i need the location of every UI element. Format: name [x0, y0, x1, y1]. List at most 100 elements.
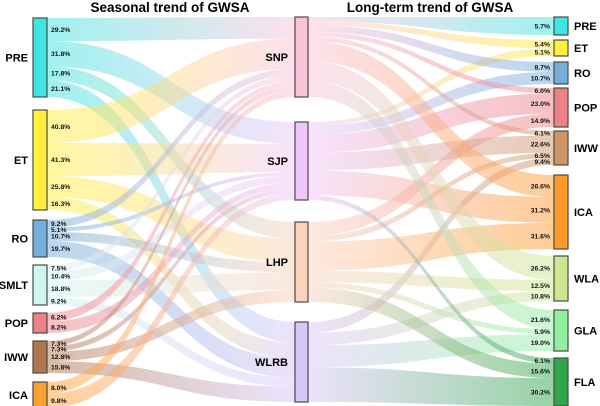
flow-percent-label: 9.2%	[51, 221, 67, 228]
flow-percent-label: 21.6%	[531, 317, 550, 324]
node-label-left-pop: POP	[5, 318, 28, 330]
flow-ribbon	[47, 176, 295, 263]
flow-percent-label: 5.4%	[535, 42, 551, 49]
flow-percent-label: 8.2%	[51, 325, 67, 332]
node-label-middle-sjp: SJP	[267, 156, 288, 168]
flow-percent-label: 15.8%	[51, 365, 70, 372]
node-label-middle-wlrb: WLRB	[255, 357, 288, 369]
flow-percent-label: 8.0%	[51, 385, 67, 392]
flow-ribbons	[47, 17, 554, 406]
node-left-ro	[32, 219, 48, 258]
flow-percent-label: 6.2%	[51, 315, 67, 322]
flow-ribbon	[308, 61, 554, 280]
flow-ribbon	[308, 36, 554, 136]
flow-ribbon	[308, 135, 554, 171]
node-right-iww	[553, 130, 569, 166]
sankey-labels: 29.2% 31.8% 17.8% 21.1% 40.8% 41.3% 25.8% 16.3%…	[0, 21, 599, 405]
node-right-ro	[553, 61, 569, 85]
flow-ribbon	[47, 188, 295, 352]
node-middle-wlrb	[294, 321, 309, 403]
node-label-middle-lhp: LHP	[266, 257, 288, 269]
node-right-wla	[553, 255, 569, 302]
node-label-left-pre: PRE	[5, 53, 28, 65]
flow-ribbon	[47, 361, 295, 402]
node-left-ica	[32, 381, 48, 406]
flow-percent-label: 8.7%	[535, 64, 551, 71]
flow-ribbon	[308, 41, 554, 198]
node-right-fla	[553, 357, 569, 406]
flow-percent-label: 31.2%	[531, 207, 550, 214]
flow-percent-label: 7.3%	[51, 347, 67, 354]
flow-ribbon	[47, 182, 295, 333]
flow-percent-label: 19.7%	[51, 246, 70, 253]
flow-percent-label: 21.1%	[51, 86, 70, 93]
flow-ribbon	[308, 71, 554, 135]
node-label-right-pop: POP	[574, 103, 597, 115]
flow-percent-label: 7.3%	[51, 341, 67, 348]
flow-percent-label: 6.1%	[535, 131, 551, 138]
flow-percent-label: 18.8%	[51, 286, 70, 293]
flow-percent-label: 15.6%	[531, 368, 550, 375]
sankey-nodes	[32, 16, 569, 406]
node-label-right-gla: GLA	[574, 326, 597, 338]
flow-ribbon	[308, 291, 554, 346]
flow-ribbon	[308, 195, 554, 364]
flow-percent-label: 23.0%	[531, 101, 550, 108]
flow-percent-label: 40.8%	[51, 124, 70, 131]
node-label-left-ica: ICA	[9, 390, 28, 402]
node-label-right-wla: WLA	[574, 274, 599, 286]
node-middle-sjp	[294, 121, 309, 201]
flow-ribbon	[47, 85, 295, 347]
flow-ribbon	[47, 296, 295, 387]
flow-percent-label: 26.2%	[531, 265, 550, 272]
right-chart-title: Long-term trend of GWSA	[347, 0, 514, 15]
node-left-et	[32, 109, 48, 211]
flow-percent-label: 14.9%	[531, 118, 550, 125]
flow-ribbon	[47, 290, 295, 362]
flow-percent-label: 9.8%	[51, 398, 67, 405]
flow-percent-label: 16.3%	[51, 201, 70, 208]
flow-percent-label: 6.0%	[535, 88, 551, 95]
flow-ribbon	[47, 81, 295, 322]
node-label-left-iww: IWW	[4, 352, 28, 364]
flow-percent-label: 5.7%	[535, 23, 551, 30]
node-label-right-ro: RO	[574, 68, 591, 80]
node-left-pre	[32, 17, 48, 98]
node-label-right-fla: FLA	[574, 377, 595, 389]
node-label-right-et: ET	[574, 43, 588, 55]
flow-ribbon	[308, 31, 554, 94]
flow-ribbon	[47, 142, 295, 177]
flow-percent-label: 41.3%	[51, 157, 70, 164]
node-label-right-ica: ICA	[574, 207, 593, 219]
flow-percent-label: 12.5%	[531, 283, 550, 290]
flow-percent-label: 12.8%	[51, 354, 70, 361]
flow-ribbon	[47, 75, 295, 272]
node-right-gla	[553, 309, 569, 352]
node-right-pre	[553, 16, 569, 36]
node-middle-snp	[294, 16, 309, 98]
flow-ribbon	[308, 367, 554, 406]
node-left-pop	[32, 312, 48, 334]
flow-percent-label: 31.8%	[51, 51, 70, 58]
node-left-smlt	[32, 264, 48, 306]
flow-ribbon	[47, 193, 295, 406]
flow-ribbon	[308, 21, 554, 49]
flow-percent-label: 6.5%	[535, 153, 551, 160]
flow-ribbon	[47, 175, 295, 281]
node-label-right-iww: IWW	[574, 143, 598, 155]
flow-ribbon	[47, 240, 295, 378]
flow-ribbon	[308, 17, 554, 35]
flow-percent-label: 10.7%	[51, 234, 70, 241]
flow-percent-label: 26.6%	[531, 183, 550, 190]
flow-percent-label: 7.5%	[51, 266, 67, 273]
flow-percent-label: 5.9%	[535, 329, 551, 336]
flow-percent-label: 9.2%	[51, 298, 67, 305]
flow-ribbon	[47, 17, 295, 42]
node-label-left-smlt: SMLT	[0, 280, 28, 292]
node-label-right-pre: PRE	[574, 21, 597, 33]
node-label-left-ro: RO	[12, 234, 29, 246]
flow-ribbon	[308, 282, 554, 335]
flow-ribbon	[47, 91, 295, 394]
